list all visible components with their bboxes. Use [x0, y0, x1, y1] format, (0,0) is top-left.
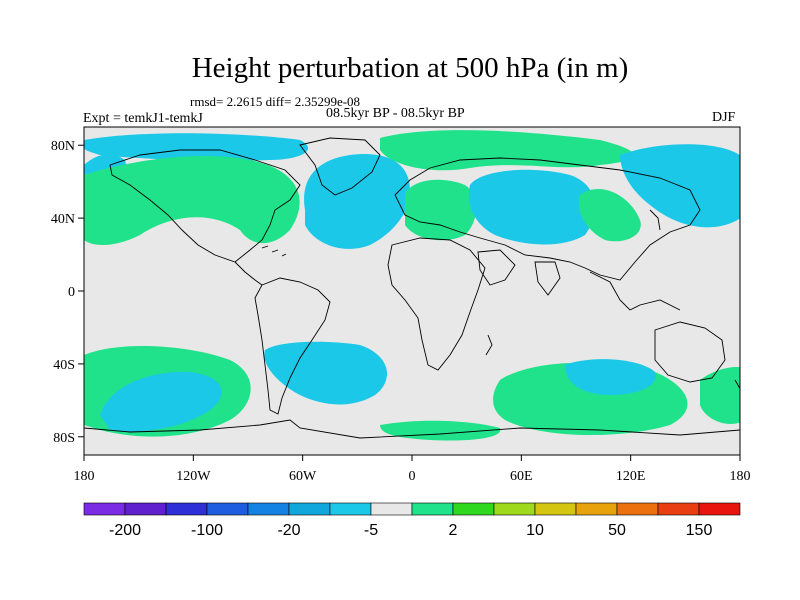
coastline-caribbean-islands — [261, 245, 287, 257]
coastline-europe-asia — [394, 157, 701, 281]
colorbar-label: -20 — [277, 522, 300, 539]
colorbar-label: 2 — [449, 522, 458, 539]
y-tick-label: 80N — [51, 139, 75, 154]
colorbar-swatch — [247, 502, 290, 516]
region-north-atlantic-negative — [304, 154, 410, 249]
coastline-southeast-asia — [589, 271, 681, 311]
colorbar-swatch — [370, 502, 413, 516]
colorbar-label: -200 — [109, 522, 141, 539]
colorbar-swatch — [288, 502, 331, 516]
colorbar — [83, 502, 741, 516]
x-tick-label: 60E — [510, 469, 533, 484]
y-tick-label: 0 — [68, 285, 75, 300]
colorbar-swatch — [698, 502, 741, 516]
colorbar-swatch — [534, 502, 577, 516]
x-tick-label: 120E — [616, 469, 646, 484]
x-tick-label: 60W — [289, 469, 317, 484]
region-south-pacific-negative — [100, 371, 222, 432]
colorbar-swatch — [411, 502, 454, 516]
coastline-australia — [654, 321, 726, 383]
coastline-antarctica — [84, 419, 740, 439]
x-tick-label: 120W — [176, 469, 211, 484]
coastline-greenland — [299, 137, 381, 196]
colorbar-swatch — [452, 502, 495, 516]
colorbar-swatch — [206, 502, 249, 516]
stats-subtitle: rmsd= 2.2615 diff= 2.35299e-08 — [190, 94, 361, 109]
colorbar-swatch — [165, 502, 208, 516]
y-axis: 80N 40N 0 40S 80S — [51, 139, 84, 446]
region-se-pacific-edge-positive — [700, 367, 740, 424]
period-subtitle: 08.5kyr BP - 08.5kyr BP — [326, 106, 465, 121]
coastline-south-america — [254, 277, 331, 415]
colorbar-label: 10 — [526, 522, 544, 539]
chart-title: Height perturbation at 500 hPa (in m) — [191, 52, 629, 84]
x-axis: 180 120W 60W 0 60E 120E 180 — [74, 455, 751, 484]
x-tick-label: 180 — [730, 469, 751, 484]
coastline-arabia — [477, 249, 516, 286]
coastlines — [84, 137, 740, 439]
region-east-asia-positive — [578, 189, 641, 242]
colorbar-labels: -200 -100 -20 -5 2 10 50 150 — [109, 522, 712, 539]
colorbar-label: -100 — [191, 522, 223, 539]
coastline-central-america — [234, 261, 263, 286]
region-europe-positive — [405, 179, 477, 241]
colorbar-label: 150 — [686, 522, 713, 539]
coastline-japan — [649, 209, 661, 231]
region-asia-negative — [468, 169, 595, 245]
colorbar-swatch — [329, 502, 372, 516]
colorbar-swatch — [616, 502, 659, 516]
y-tick-label: 80S — [53, 431, 75, 446]
coastline-madagascar — [485, 334, 493, 356]
colorbar-swatch — [124, 502, 167, 516]
colorbar-label: -5 — [364, 522, 378, 539]
colorbar-swatch — [83, 502, 126, 516]
region-arctic-positive — [380, 130, 634, 171]
season-label: DJF — [712, 110, 736, 125]
contour-field — [84, 130, 740, 441]
region-south-indian-negative — [565, 359, 656, 395]
colorbar-swatch — [493, 502, 536, 516]
colorbar-swatch — [575, 502, 618, 516]
coastline-africa — [387, 237, 486, 371]
coastline-new-zealand — [734, 365, 740, 390]
x-tick-label: 0 — [409, 469, 416, 484]
coastline-north-america — [109, 149, 301, 263]
region-canada-negative — [84, 133, 309, 161]
x-tick-label: 180 — [74, 469, 95, 484]
y-tick-label: 40S — [53, 358, 75, 373]
y-tick-label: 40N — [51, 212, 75, 227]
coastline-india — [534, 261, 561, 296]
region-south-atlantic-negative — [264, 341, 387, 405]
region-north-america-positive — [84, 155, 300, 245]
experiment-label: Expt = temkJ1-temkJ — [83, 111, 203, 126]
colorbar-label: 50 — [608, 522, 626, 539]
colorbar-swatch — [657, 502, 700, 516]
